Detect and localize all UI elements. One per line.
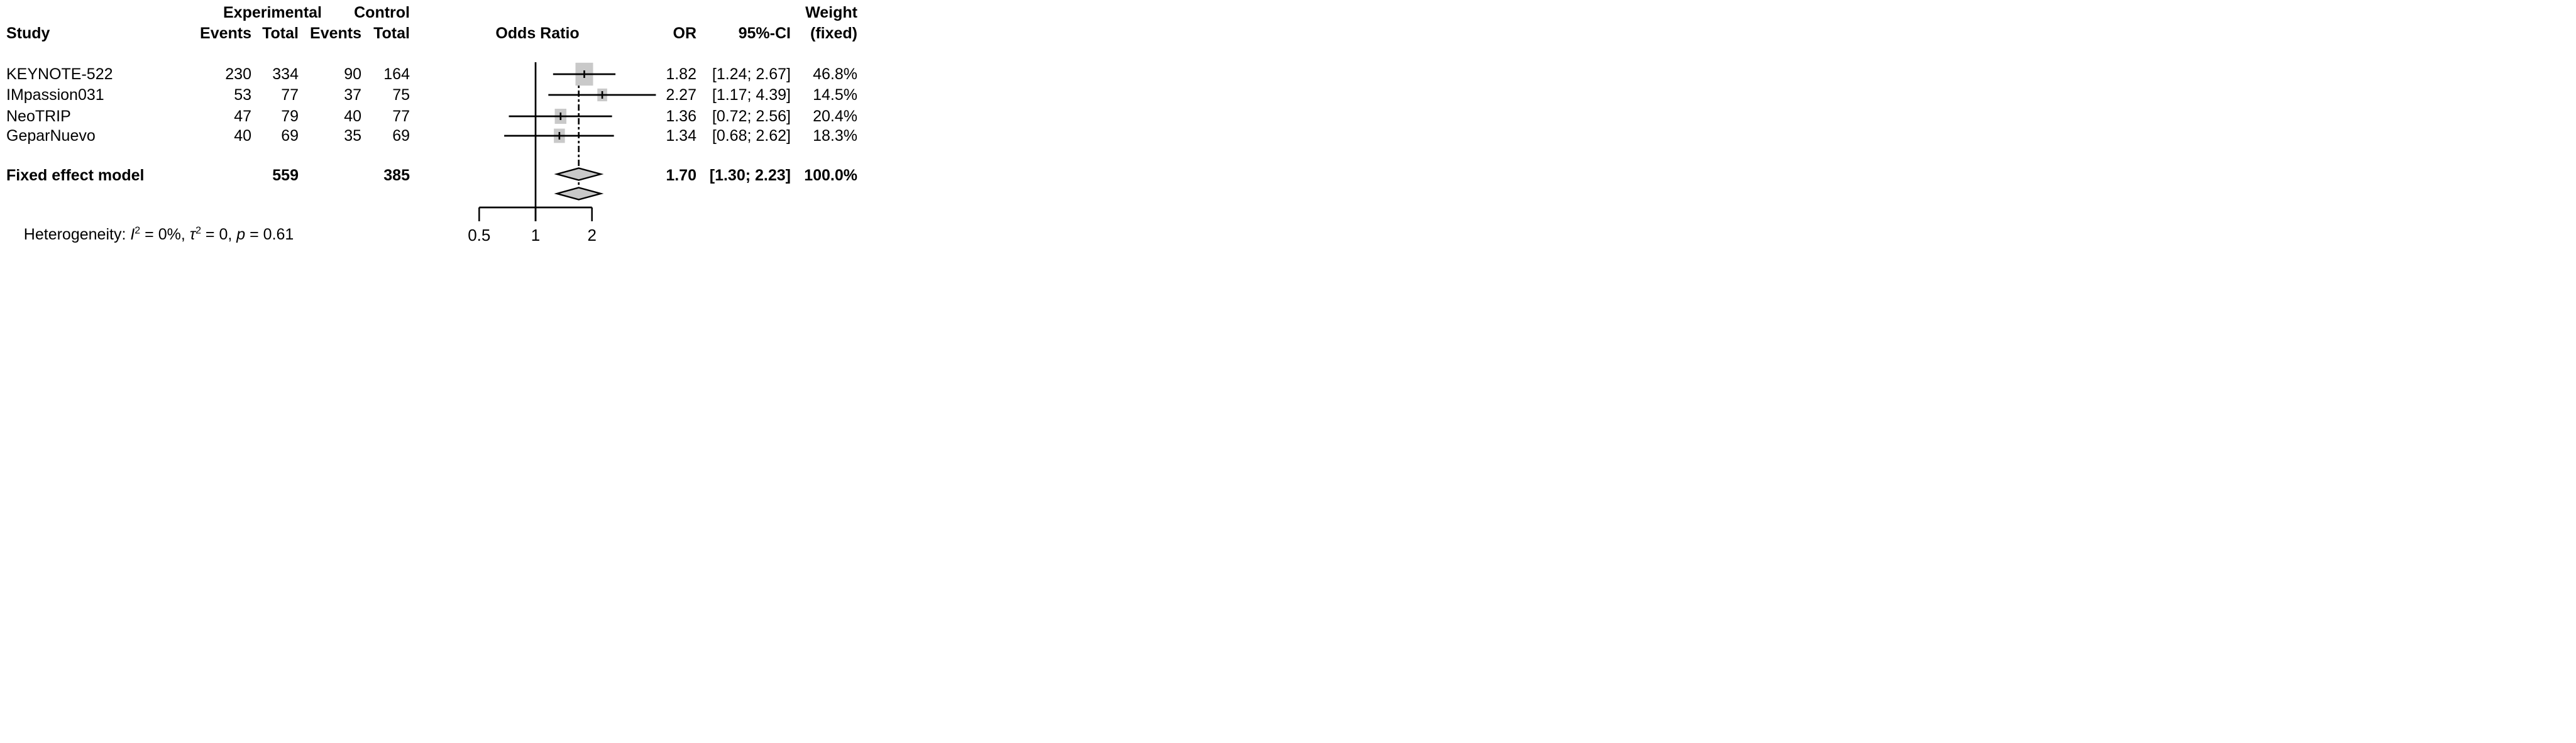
col-header-control: Control [354, 4, 410, 21]
or-value: 1.82 [666, 65, 696, 83]
heterogeneity-prefix: Heterogeneity: [23, 226, 131, 243]
col-header-study: Study [6, 25, 50, 42]
control-events: 90 [344, 65, 361, 83]
col-header-experimental: Experimental [223, 4, 322, 21]
experimental-total: 79 [281, 107, 299, 125]
fixed-effect-diamond [554, 167, 604, 181]
p-value: = 0.61 [245, 226, 294, 243]
p-symbol: p [236, 226, 246, 243]
control-total: 77 [392, 107, 410, 125]
i-squared-exponent: 2 [135, 225, 141, 236]
study-name: GeparNuevo [6, 127, 96, 145]
weight-value: 46.8% [813, 65, 857, 83]
summary-ctrl-total: 385 [383, 167, 410, 184]
x-axis-tick-label: 0.5 [468, 226, 490, 245]
control-events: 37 [344, 86, 361, 104]
i-squared-symbol: I [130, 226, 135, 243]
weight-value: 14.5% [813, 86, 857, 104]
summary-label: Fixed effect model [6, 167, 145, 184]
control-events: 35 [344, 127, 361, 145]
control-events: 40 [344, 107, 361, 125]
summary-or: 1.70 [666, 167, 696, 184]
col-header-odds-ratio: Odds Ratio [495, 25, 580, 42]
weight-value: 20.4% [813, 107, 857, 125]
experimental-events: 47 [234, 107, 251, 125]
overall-effect-diamond [554, 187, 604, 201]
study-name: KEYNOTE-522 [6, 65, 113, 83]
ci-value: [1.24; 2.67] [712, 65, 791, 83]
experimental-total: 77 [281, 86, 299, 104]
forest-plot-figure: 0.5 1 2 Experimental Control Weight Study … [0, 0, 859, 248]
summary-row: Fixed effect model 559 385 1.70 [1.30; 2… [0, 165, 859, 185]
col-header-ctrl-events: Events [310, 25, 361, 42]
i-squared-value: = 0%, [140, 226, 190, 243]
experimental-total: 69 [281, 127, 299, 145]
study-row: IMpassion031 53 77 37 75 2.27 [1.17; 4.3… [0, 85, 859, 105]
ci-value: [0.68; 2.62] [712, 127, 791, 145]
experimental-events: 40 [234, 127, 251, 145]
ci-value: [0.72; 2.56] [712, 107, 791, 125]
study-row: NeoTRIP 47 79 40 77 1.36 [0.72; 2.56] 20… [0, 106, 859, 126]
summary-ci: [1.30; 2.23] [709, 167, 791, 184]
tau-squared-symbol: τ [189, 226, 196, 243]
study-name: NeoTRIP [6, 107, 71, 125]
experimental-total: 334 [272, 65, 299, 83]
summary-exp-total: 559 [272, 167, 299, 184]
or-value: 2.27 [666, 86, 696, 104]
or-value: 1.34 [666, 127, 696, 145]
x-axis-tick-label: 1 [531, 226, 540, 245]
col-header-or: OR [673, 25, 697, 42]
experimental-events: 230 [225, 65, 251, 83]
summary-weight: 100.0% [804, 167, 857, 184]
col-header-ctrl-total: Total [373, 25, 410, 42]
col-header-exp-total: Total [262, 25, 299, 42]
col-header-weight: Weight [805, 4, 857, 21]
or-value: 1.36 [666, 107, 696, 125]
ci-value: [1.17; 4.39] [712, 86, 791, 104]
control-total: 164 [383, 65, 410, 83]
control-total: 75 [392, 86, 410, 104]
study-name: IMpassion031 [6, 86, 104, 104]
col-header-ci: 95%-CI [738, 25, 791, 42]
weight-value: 18.3% [813, 127, 857, 145]
tau-squared-exponent: 2 [195, 225, 201, 236]
study-row: GeparNuevo 40 69 35 69 1.34 [0.68; 2.62]… [0, 126, 859, 146]
experimental-events: 53 [234, 86, 251, 104]
x-axis-tick-label: 2 [587, 226, 596, 245]
col-header-exp-events: Events [200, 25, 251, 42]
control-total: 69 [392, 127, 410, 145]
heterogeneity-note: Heterogeneity: I2 = 0%, τ2 = 0, p = 0.61 [6, 204, 446, 243]
col-header-weight-fixed: (fixed) [810, 25, 857, 42]
study-row: KEYNOTE-522 230 334 90 164 1.82 [1.24; 2… [0, 64, 859, 84]
tau-squared-value: = 0, [201, 226, 237, 243]
forest-plot: 0.5 1 2 [468, 62, 656, 245]
